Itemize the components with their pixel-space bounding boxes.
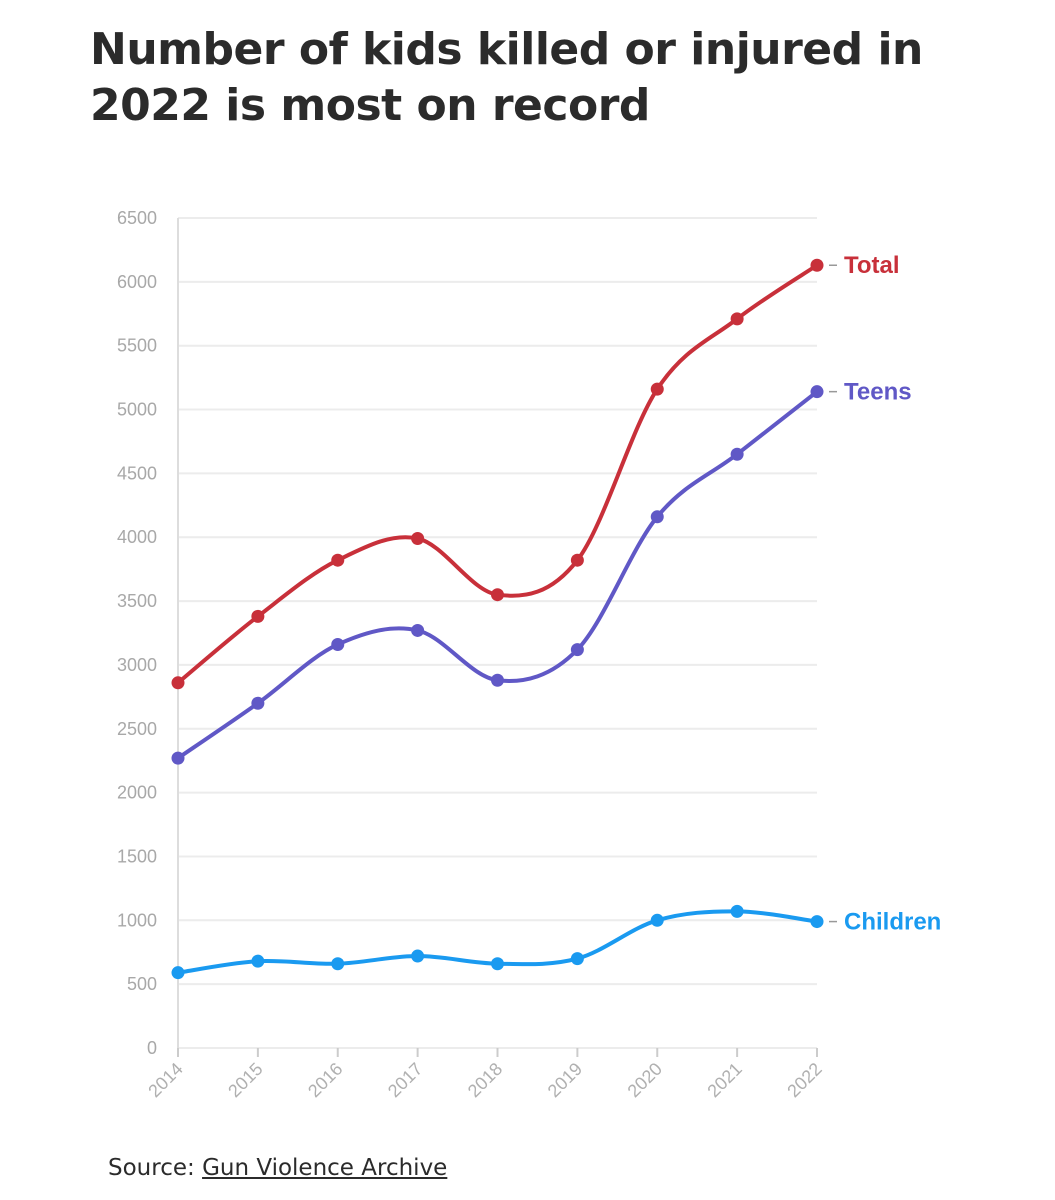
series-label-teens: Teens bbox=[844, 379, 912, 406]
y-tick-label: 6000 bbox=[117, 272, 157, 292]
y-tick-label: 2500 bbox=[117, 719, 157, 739]
x-tick-label: 2018 bbox=[464, 1059, 506, 1101]
y-tick-label: 6500 bbox=[117, 208, 157, 228]
y-tick-label: 3500 bbox=[117, 591, 157, 611]
data-point-children[interactable] bbox=[570, 952, 584, 966]
x-tick-label: 2022 bbox=[783, 1059, 825, 1101]
x-tick-label: 2019 bbox=[544, 1059, 586, 1101]
data-point-children[interactable] bbox=[650, 913, 664, 927]
data-point-children[interactable] bbox=[730, 904, 744, 918]
x-axis: 2014 2015 2016 2017 2018 2019 2020 2021 2022 bbox=[144, 1048, 826, 1101]
x-tick-label: 2016 bbox=[304, 1059, 346, 1101]
y-tick-label: 1000 bbox=[117, 910, 157, 930]
x-tick-label: 2014 bbox=[144, 1059, 186, 1101]
y-axis: 0 500 1000 1500 2000 2500 3000 3500 4000 4500 5000… bbox=[117, 208, 179, 1058]
series-line-teens bbox=[176, 389, 819, 761]
data-point-teens[interactable] bbox=[810, 385, 824, 399]
data-point-teens[interactable] bbox=[730, 447, 744, 461]
data-point-total[interactable] bbox=[810, 258, 824, 272]
data-point-total[interactable] bbox=[171, 676, 185, 690]
y-tick-label: 500 bbox=[127, 974, 157, 994]
source-prefix: Source: bbox=[108, 1155, 203, 1181]
x-tick-label: 2021 bbox=[703, 1059, 745, 1101]
y-tick-label: 3000 bbox=[117, 655, 157, 675]
y-tick-label: 5000 bbox=[117, 400, 157, 420]
x-tick-label: 2015 bbox=[224, 1059, 266, 1101]
data-point-children[interactable] bbox=[810, 915, 824, 929]
series-group: Total Teens Children bbox=[171, 252, 941, 980]
gridlines bbox=[178, 217, 817, 1049]
data-point-total[interactable] bbox=[251, 609, 265, 623]
y-tick-label: 1500 bbox=[117, 846, 157, 866]
series-label-total: Total bbox=[844, 252, 900, 279]
chart-title: Number of kids killed or injured in 2022… bbox=[90, 24, 923, 131]
source-link[interactable]: Gun Violence Archive bbox=[202, 1155, 448, 1181]
data-point-total[interactable] bbox=[650, 382, 664, 396]
data-point-children[interactable] bbox=[411, 949, 425, 963]
data-point-children[interactable] bbox=[331, 957, 345, 971]
data-point-total[interactable] bbox=[730, 312, 744, 326]
data-point-total[interactable] bbox=[411, 532, 425, 546]
line-chart: 0 500 1000 1500 2000 2500 3000 3500 4000 4500 5000… bbox=[117, 208, 941, 1101]
data-point-total[interactable] bbox=[331, 553, 345, 567]
data-point-children[interactable] bbox=[491, 957, 504, 971]
x-tick-label: 2017 bbox=[384, 1059, 426, 1101]
x-tick-label: 2020 bbox=[624, 1059, 666, 1101]
y-tick-label: 0 bbox=[147, 1038, 157, 1058]
data-point-teens[interactable] bbox=[491, 673, 504, 687]
data-point-teens[interactable] bbox=[650, 510, 664, 524]
data-point-total[interactable] bbox=[491, 588, 504, 602]
y-tick-label: 4500 bbox=[117, 463, 157, 483]
data-point-children[interactable] bbox=[171, 966, 185, 980]
data-point-total[interactable] bbox=[570, 553, 584, 567]
data-point-children[interactable] bbox=[251, 954, 265, 968]
y-tick-label: 5500 bbox=[117, 336, 157, 356]
source-note: Source: Gun Violence Archive bbox=[108, 1155, 447, 1181]
data-point-teens[interactable] bbox=[331, 637, 345, 651]
data-point-teens[interactable] bbox=[251, 696, 265, 710]
data-point-teens[interactable] bbox=[570, 643, 584, 657]
y-tick-label: 4000 bbox=[117, 527, 157, 547]
y-tick-label: 2000 bbox=[117, 783, 157, 803]
data-point-teens[interactable] bbox=[171, 751, 185, 765]
data-point-teens[interactable] bbox=[411, 623, 425, 637]
series-label-children: Children bbox=[844, 909, 941, 936]
